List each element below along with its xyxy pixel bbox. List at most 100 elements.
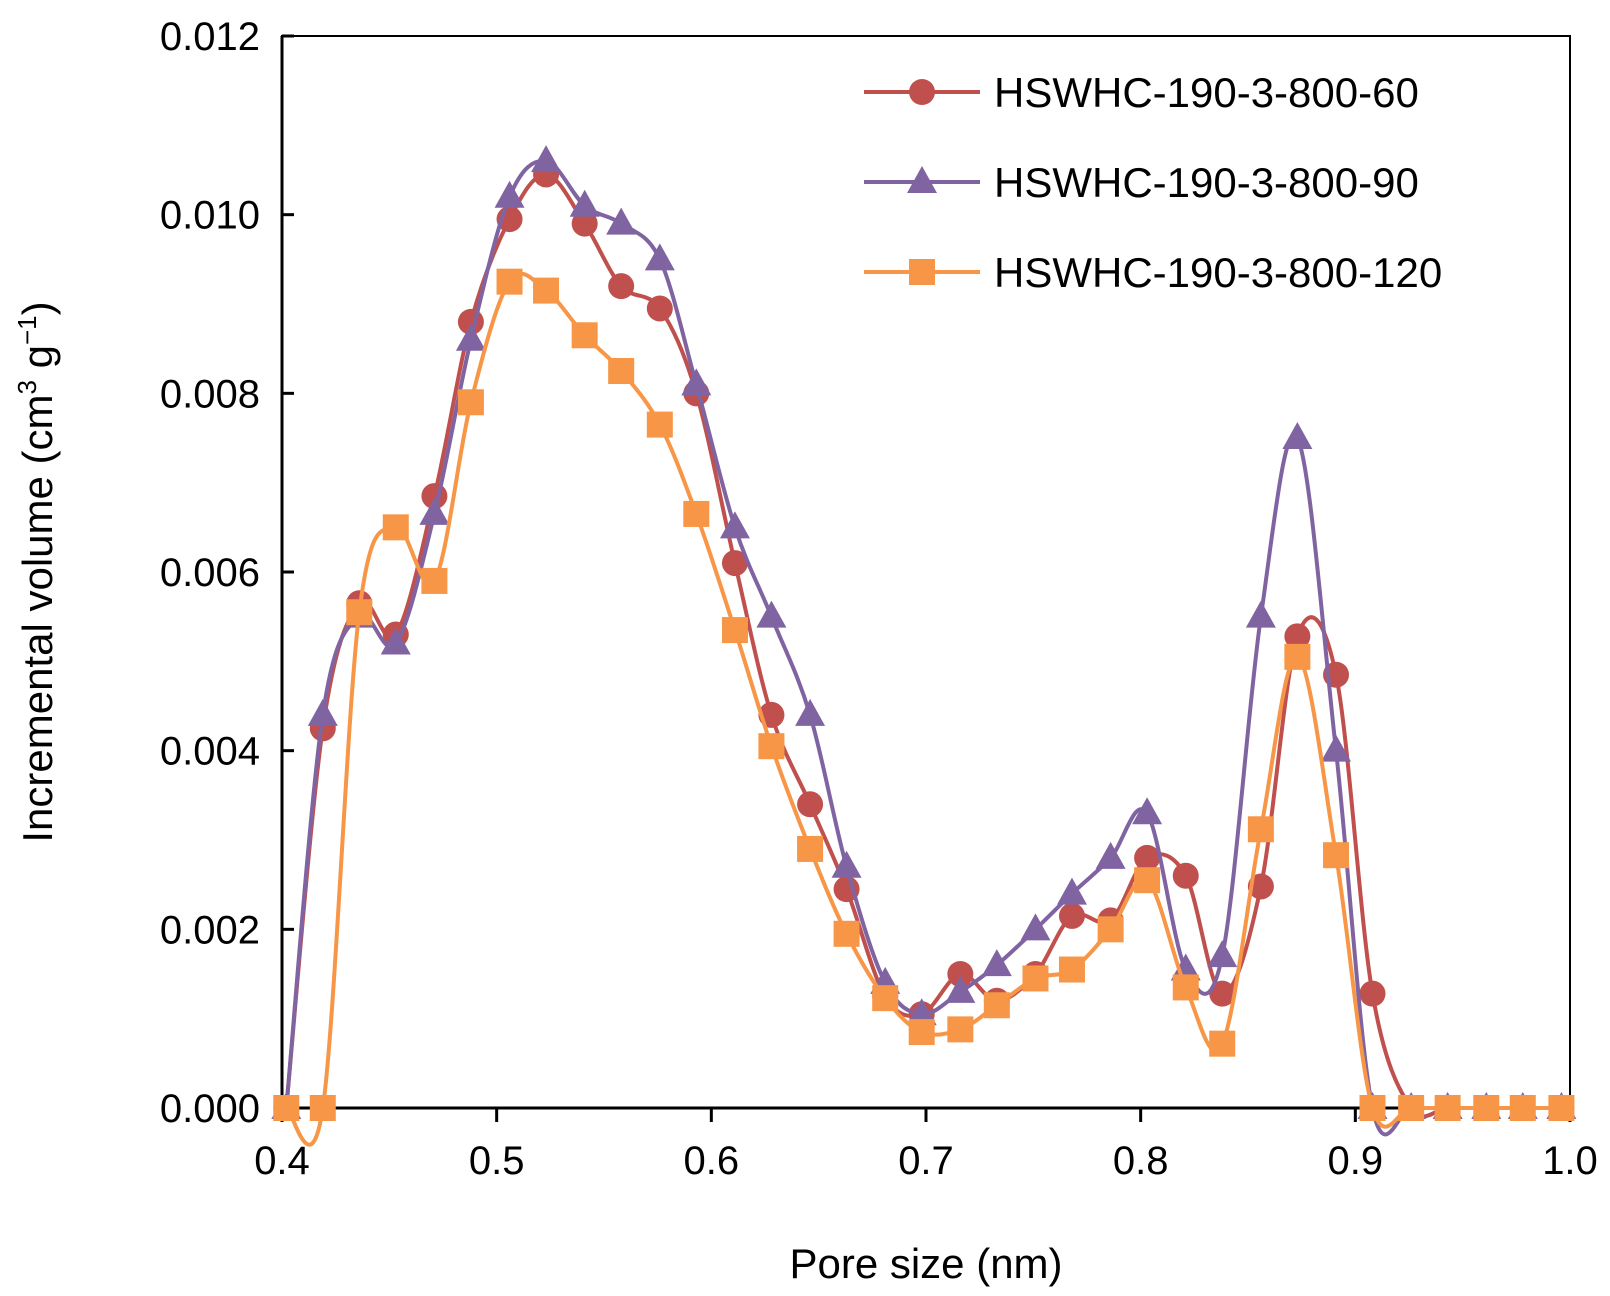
y-axis-title-mid: g xyxy=(14,345,61,380)
data-point-circle xyxy=(947,961,974,987)
data-point-square xyxy=(1134,867,1161,894)
data-point-triangle xyxy=(1245,600,1276,628)
data-point-square xyxy=(872,985,899,1012)
data-point-square xyxy=(758,733,785,760)
data-point-circle xyxy=(1284,623,1311,650)
data-point-square xyxy=(496,268,523,295)
data-point-circle xyxy=(1172,862,1199,889)
legend-label-90: HSWHC-190-3-800-90 xyxy=(994,159,1419,206)
y-tick-label: 0.002 xyxy=(160,908,260,952)
data-point-triangle xyxy=(494,180,525,208)
data-point-square xyxy=(1398,1095,1425,1121)
data-point-square xyxy=(309,1095,336,1121)
x-tick-label: 0.5 xyxy=(469,1139,525,1183)
data-point-square xyxy=(1359,1095,1386,1121)
y-axis-title-main: Incremental volume (cm xyxy=(14,395,61,843)
series-HSWHC-190-3-800-120 xyxy=(273,268,1575,1147)
data-point-triangle xyxy=(1132,797,1163,825)
data-point-triangle xyxy=(681,368,712,396)
data-point-triangle xyxy=(719,511,750,539)
y-tick-label: 0.010 xyxy=(160,194,260,238)
data-point-square xyxy=(608,358,635,384)
y-tick-label: 0.008 xyxy=(160,372,260,416)
data-point-triangle xyxy=(1282,422,1313,449)
data-point-square xyxy=(833,920,860,947)
series-HSWHC-190-3-800-60 xyxy=(273,161,1575,1121)
data-point-triangle xyxy=(756,600,787,628)
data-point-circle xyxy=(571,210,598,237)
data-point-square xyxy=(346,599,373,626)
data-point-circle xyxy=(1247,873,1274,900)
x-tick-label: 0.4 xyxy=(254,1139,310,1183)
data-point-circle xyxy=(797,791,824,818)
x-tick-label: 0.9 xyxy=(1328,1139,1384,1183)
data-point-square xyxy=(1209,1030,1236,1057)
data-point-circle xyxy=(1134,844,1161,871)
data-point-triangle xyxy=(307,698,338,726)
data-point-square xyxy=(797,835,824,862)
x-tick-label: 1.0 xyxy=(1542,1139,1598,1183)
x-axis-title: Pore size (nm) xyxy=(789,1240,1062,1287)
data-point-triangle xyxy=(1020,913,1051,941)
legend-label-120: HSWHC-190-3-800-120 xyxy=(994,249,1442,296)
data-point-square xyxy=(1022,965,1049,992)
data-point-triangle xyxy=(795,698,826,726)
data-point-square xyxy=(721,617,748,644)
data-point-circle xyxy=(1359,980,1386,1007)
x-axis-ticks: 0.4 0.5 0.6 0.7 0.8 0.9 1.0 xyxy=(254,1108,1598,1183)
data-point-triangle xyxy=(419,497,450,525)
data-point-triangle xyxy=(981,949,1012,977)
data-point-triangle xyxy=(531,145,562,173)
data-point-square xyxy=(1473,1095,1500,1121)
data-point-triangle xyxy=(606,207,637,235)
legend-marker-square xyxy=(909,259,935,285)
data-point-triangle xyxy=(455,323,486,351)
data-point-circle xyxy=(608,273,635,300)
legend: HSWHC-190-3-800-60 HSWHC-190-3-800-90 HS… xyxy=(864,69,1442,296)
data-point-triangle xyxy=(1207,940,1238,968)
legend-entry-90: HSWHC-190-3-800-90 xyxy=(864,159,1419,206)
data-point-square xyxy=(1058,956,1085,983)
data-point-square xyxy=(571,322,598,349)
y-tick-label: 0.000 xyxy=(160,1087,260,1131)
data-point-square xyxy=(1284,643,1311,670)
data-point-triangle xyxy=(1095,841,1126,869)
data-point-triangle xyxy=(1321,734,1352,762)
data-point-square xyxy=(1323,842,1350,869)
data-point-square xyxy=(533,277,560,304)
series-layer xyxy=(271,145,1577,1147)
data-point-square xyxy=(908,1019,935,1046)
legend-label-60: HSWHC-190-3-800-60 xyxy=(994,69,1419,116)
y-tick-label: 0.004 xyxy=(160,730,260,774)
legend-marker-triangle xyxy=(907,166,937,193)
data-point-square xyxy=(1548,1095,1575,1121)
x-tick-label: 0.8 xyxy=(1113,1139,1169,1183)
data-point-square xyxy=(1097,916,1124,943)
y-tick-label: 0.006 xyxy=(160,551,260,595)
data-point-square xyxy=(683,500,710,527)
data-point-square xyxy=(1509,1095,1536,1121)
data-point-square xyxy=(457,389,484,416)
data-point-square xyxy=(983,992,1010,1019)
data-point-circle xyxy=(1058,902,1085,929)
data-point-triangle xyxy=(569,189,600,217)
y-axis-title-sup2: −1 xyxy=(12,315,42,345)
data-point-square xyxy=(273,1095,300,1121)
data-point-triangle xyxy=(906,998,937,1026)
data-point-triangle xyxy=(1170,953,1201,981)
data-point-square xyxy=(1247,816,1274,843)
data-point-triangle xyxy=(644,243,675,271)
y-axis-ticks: 0.000 0.002 0.004 0.006 0.008 0.010 0.012 xyxy=(160,15,294,1131)
data-point-circle xyxy=(1209,980,1236,1007)
data-point-circle xyxy=(721,550,748,577)
data-point-circle xyxy=(646,295,673,322)
data-point-square xyxy=(646,411,673,438)
data-point-triangle xyxy=(831,850,862,878)
x-tick-label: 0.7 xyxy=(898,1139,954,1183)
data-point-triangle xyxy=(1056,877,1087,905)
legend-entry-60: HSWHC-190-3-800-60 xyxy=(864,69,1419,116)
data-point-square xyxy=(1172,974,1199,1001)
legend-entry-120: HSWHC-190-3-800-120 xyxy=(864,249,1442,296)
data-point-square xyxy=(421,567,448,594)
